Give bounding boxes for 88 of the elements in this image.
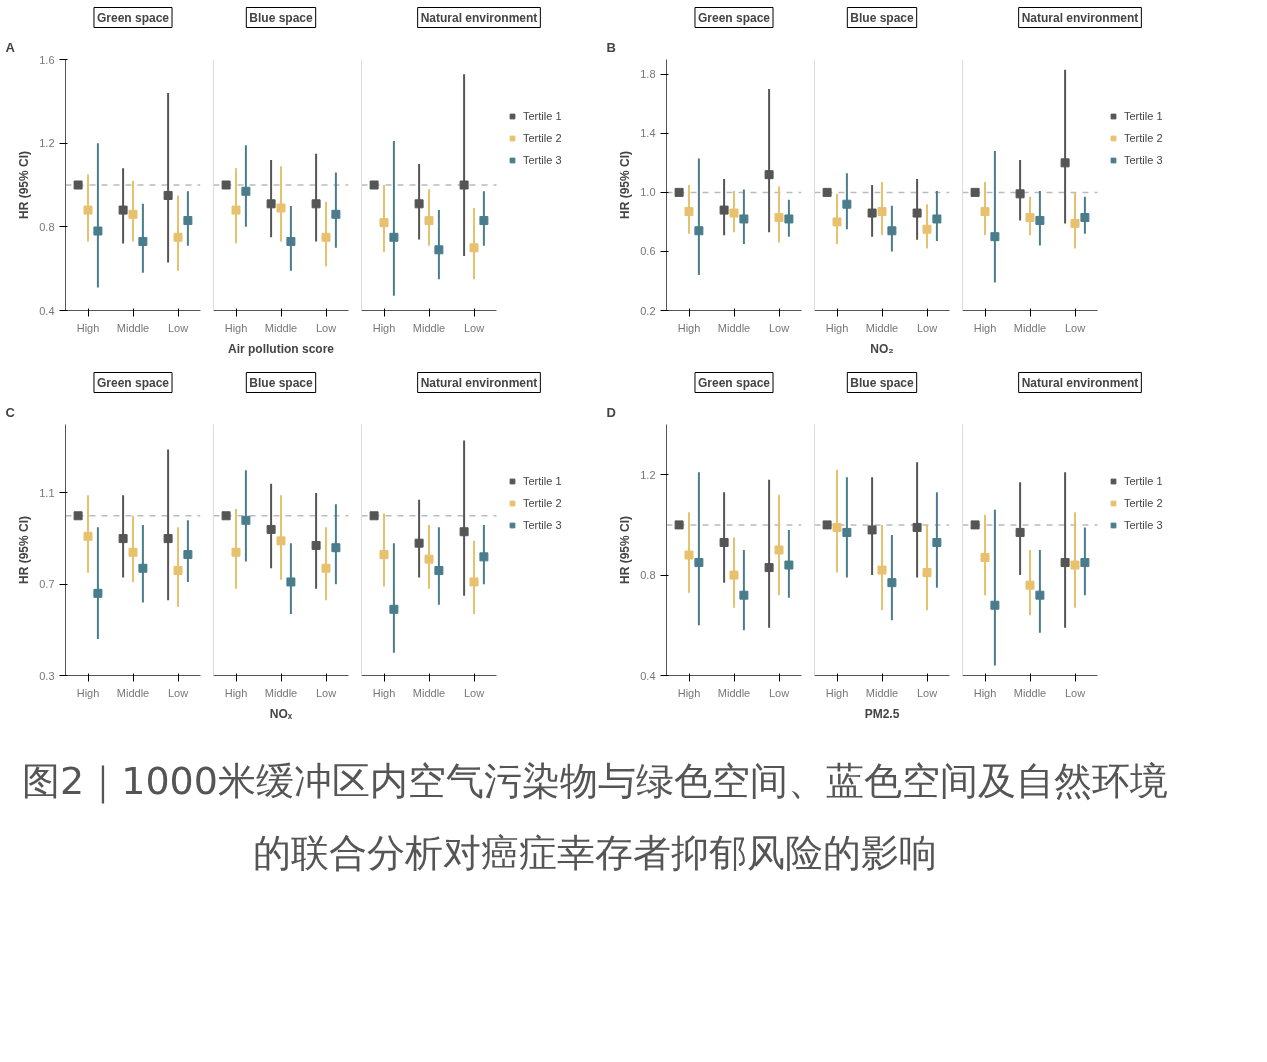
x-tick-label: High [224,321,248,334]
y-tick-label: 0.4 [640,669,656,682]
x-tick-label: Low [1064,321,1086,334]
chart-title: Blue space [850,375,915,390]
y-tick-label: 1.1 [39,486,55,499]
y-tick-label: 0.3 [39,669,55,682]
chart-title: Green space [96,375,170,390]
text: A [5,39,16,55]
x-tick-label: Low [167,321,189,334]
y-axis-title: HR (95% CI) [618,150,633,219]
x-tick-label: Middle [264,321,298,334]
x-tick-label: Middle [717,686,751,699]
legend-label: Tertile 3 [523,519,562,531]
y-tick-label: 0.2 [640,304,656,317]
x-tick-label: High [825,321,849,334]
x-tick-label: Middle [717,321,751,334]
y-axis-title: HR (95% CI) [17,150,32,219]
x-tick-label: Low [315,686,337,699]
chart-title: Green space [697,10,771,25]
chart-title: Blue space [249,10,314,25]
x-axis-title: NO₂ [870,341,894,356]
x-tick-label: Low [463,686,485,699]
text: C [5,404,16,420]
x-tick-label: Low [315,321,337,334]
legend-label: Tertile 1 [523,110,562,122]
chart-title: Blue space [249,375,314,390]
y-tick-label: 1.2 [640,468,656,481]
x-tick-label: Middle [264,686,298,699]
chart-title: Natural environment [420,10,538,25]
caption: 图2｜1000米缓冲区内空气污染物与绿色空间、蓝色空间及自然环境的联合分析对癌症幸存者抑郁风险的影响 [21,758,1169,878]
text: B [606,39,616,55]
chart-title: Blue space [850,10,915,25]
legend-label: Tertile 3 [1124,519,1163,531]
x-tick-label: High [76,686,100,699]
y-tick-label: 0.4 [39,304,55,317]
x-tick-label: Low [1064,686,1086,699]
legend-label: Tertile 2 [1124,497,1163,509]
chart-title: Natural environment [1021,375,1139,390]
chart-title: Green space [697,375,771,390]
y-axis-title: HR (95% CI) [618,515,633,584]
x-tick-label: Middle [865,321,899,334]
y-tick-label: 1.0 [640,186,656,199]
y-tick-label: 1.6 [39,53,55,66]
x-tick-label: High [677,321,701,334]
legend-label: Tertile 3 [1124,154,1163,166]
x-axis-title: NOₓ [269,706,293,721]
x-tick-label: Low [768,321,790,334]
x-tick-label: Low [463,321,485,334]
legend-label: Tertile 1 [1124,110,1163,122]
y-tick-label: 0.8 [640,569,656,582]
x-tick-label: Low [768,686,790,699]
text: D [606,404,616,420]
y-tick-label: 0.7 [39,578,55,591]
x-tick-label: Middle [116,321,150,334]
legend-label: Tertile 2 [1124,132,1163,144]
chart-title: Natural environment [1021,10,1139,25]
x-tick-label: High [372,686,396,699]
y-tick-label: 0.6 [640,245,656,258]
x-axis-title: PM2.5 [864,706,900,721]
legend-label: Tertile 2 [523,497,562,509]
x-tick-label: Low [916,321,938,334]
y-tick-label: 1.4 [640,127,656,140]
y-axis-title: HR (95% CI) [17,515,32,584]
x-tick-label: High [224,686,248,699]
x-tick-label: Middle [116,686,150,699]
legend-label: Tertile 1 [1124,475,1163,487]
y-tick-label: 1.2 [39,137,55,150]
x-tick-label: High [372,321,396,334]
x-tick-label: High [825,686,849,699]
y-tick-label: 1.8 [640,68,656,81]
chart-title: Green space [96,10,170,25]
x-axis-title: Air pollution score [228,341,335,356]
x-tick-label: Middle [865,686,899,699]
x-tick-label: Middle [412,321,446,334]
x-tick-label: High [973,686,997,699]
chart-title: Natural environment [420,375,538,390]
x-tick-label: Low [167,686,189,699]
legend-label: Tertile 3 [523,154,562,166]
legend-label: Tertile 2 [523,132,562,144]
y-tick-label: 0.8 [39,220,55,233]
x-tick-label: Middle [1013,686,1047,699]
x-tick-label: High [973,321,997,334]
x-tick-label: Middle [1013,321,1047,334]
x-tick-label: Low [916,686,938,699]
legend-label: Tertile 1 [523,475,562,487]
x-tick-label: High [76,321,100,334]
x-tick-label: Middle [412,686,446,699]
x-tick-label: High [677,686,701,699]
